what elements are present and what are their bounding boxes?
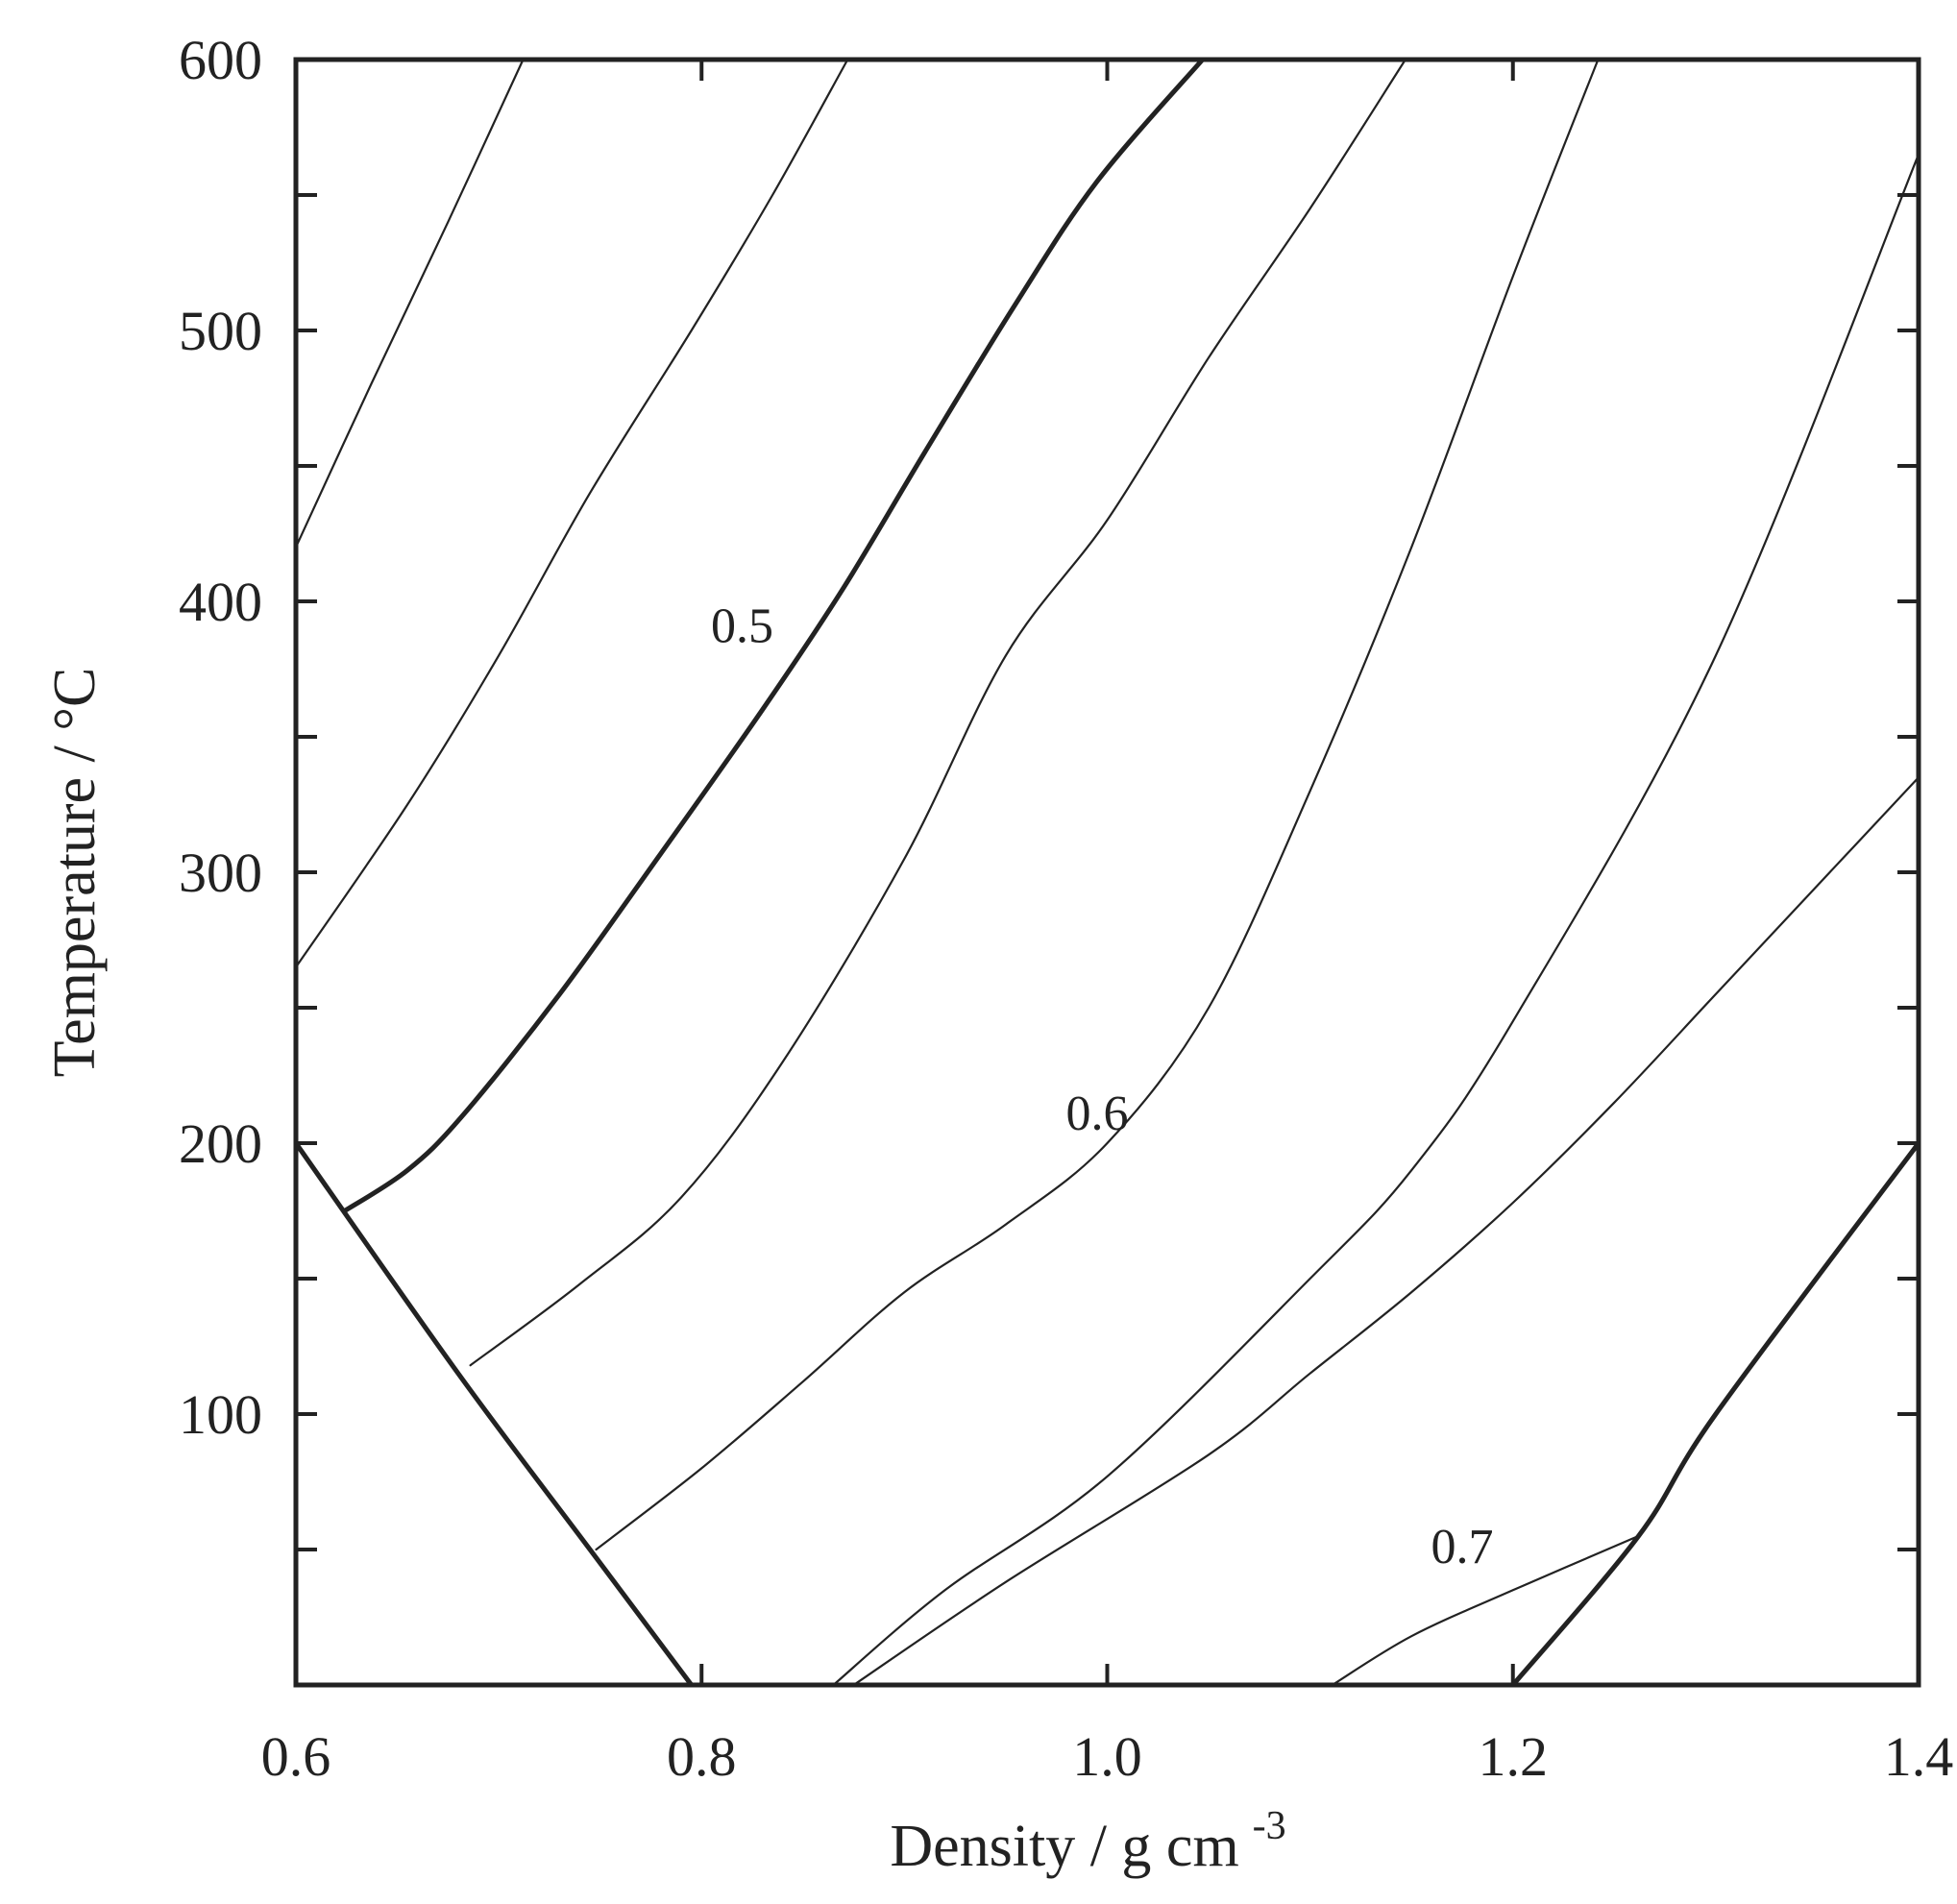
contour-label: 0.6 [1065, 1086, 1128, 1141]
axis-ticks [294, 58, 1920, 1687]
y-tick-label: 300 [179, 842, 262, 904]
x-axis-label: Density / g cm -3 [890, 1804, 1285, 1879]
contour-labels: 0.5 0.6 0.7 [711, 598, 1493, 1574]
contour-curve-10 [1510, 1140, 1921, 1688]
contour-curve-1 [294, 58, 525, 549]
contour-curve-3 [342, 57, 1206, 1213]
x-tick-label: 1.0 [1072, 1725, 1142, 1788]
y-axis-label: Temperature / °C [42, 668, 108, 1078]
contour-curve-7 [852, 776, 1920, 1687]
x-tick-label: 0.8 [667, 1725, 737, 1788]
plot-frame [293, 57, 1921, 1688]
contour-label: 0.5 [711, 598, 773, 653]
x-tick-label: 0.6 [261, 1725, 331, 1788]
contour-curve-6 [832, 153, 1920, 1687]
tick-labels: 0.6 0.8 1.0 1.2 1.4 100 200 300 400 500 600 [179, 29, 1953, 1788]
y-tick-label: 400 [179, 571, 262, 633]
contour-curve-9 [293, 1140, 695, 1688]
y-tick-label: 500 [179, 300, 262, 362]
y-tick-label: 100 [179, 1383, 262, 1446]
contour-curves [293, 57, 1921, 1688]
contour-label: 0.7 [1431, 1520, 1493, 1574]
y-tick-label: 200 [179, 1112, 262, 1175]
x-axis-label-superscript: -3 [1253, 1804, 1286, 1848]
x-tick-label: 1.2 [1479, 1725, 1549, 1788]
contour-curve-2 [294, 58, 849, 968]
contour-curve-8 [1331, 1534, 1640, 1687]
x-axis-label-text: Density / g cm [890, 1814, 1238, 1879]
contour-curve-4 [469, 58, 1407, 1367]
y-tick-label: 600 [179, 29, 262, 91]
x-tick-label: 1.4 [1884, 1725, 1954, 1788]
contour-curve-5 [595, 58, 1600, 1551]
